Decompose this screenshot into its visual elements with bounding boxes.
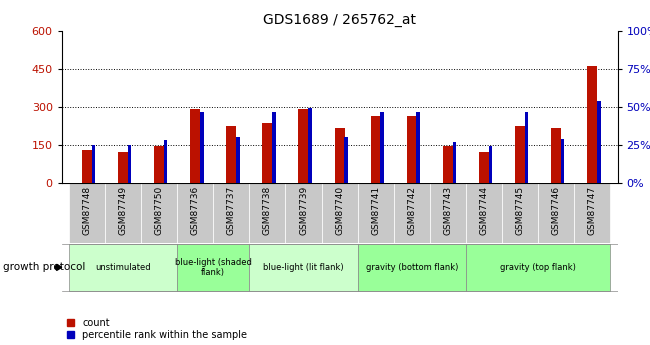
Bar (250, 244, 358, 290)
Text: GSM87741: GSM87741 (371, 186, 380, 235)
Bar (69, 244, 177, 290)
Text: GSM87744: GSM87744 (480, 186, 489, 235)
Bar (380, 111, 384, 183)
Legend: count, percentile rank within the sample: count, percentile rank within the sample (66, 318, 247, 340)
Bar (308, 108, 312, 183)
Bar (358, 244, 466, 290)
Bar (502, 183, 538, 243)
Text: GSM87739: GSM87739 (299, 186, 308, 235)
Bar (515, 126, 525, 183)
Bar (452, 142, 456, 183)
Bar (177, 244, 250, 290)
Text: blue-light (shaded
flank): blue-light (shaded flank) (175, 258, 252, 277)
Bar (200, 111, 203, 183)
Bar (154, 146, 164, 183)
Text: gravity (top flank): gravity (top flank) (500, 263, 576, 272)
Text: GSM87736: GSM87736 (190, 186, 200, 235)
Bar (479, 152, 489, 183)
Bar (597, 101, 601, 183)
Bar (69, 183, 105, 243)
Bar (358, 183, 394, 243)
Text: blue-light (lit flank): blue-light (lit flank) (263, 263, 344, 272)
Bar (335, 128, 344, 183)
Bar (92, 145, 96, 183)
Text: growth protocol: growth protocol (3, 263, 86, 272)
Text: GSM87742: GSM87742 (408, 186, 416, 235)
Bar (128, 145, 131, 183)
Bar (236, 137, 240, 183)
Text: gravity (bottom flank): gravity (bottom flank) (365, 263, 458, 272)
Bar (443, 146, 453, 183)
Bar (466, 183, 502, 243)
Bar (164, 140, 168, 183)
Bar (141, 183, 177, 243)
Bar (118, 152, 128, 183)
Bar (226, 126, 237, 183)
Text: GSM87740: GSM87740 (335, 186, 344, 235)
Bar (344, 137, 348, 183)
Bar (407, 116, 417, 183)
Text: GSM87749: GSM87749 (118, 186, 127, 235)
Bar (322, 183, 358, 243)
Text: GSM87748: GSM87748 (83, 186, 92, 235)
Bar (417, 111, 420, 183)
Text: GSM87746: GSM87746 (552, 186, 561, 235)
Bar (370, 116, 381, 183)
Bar (82, 150, 92, 183)
Bar (177, 183, 213, 243)
Bar (561, 139, 564, 183)
Bar (250, 183, 285, 243)
Text: GSM87745: GSM87745 (515, 186, 525, 235)
Bar (272, 111, 276, 183)
Bar (525, 111, 528, 183)
Text: GSM87750: GSM87750 (155, 186, 164, 235)
Bar (263, 124, 272, 183)
Bar (466, 244, 610, 290)
Bar (190, 109, 200, 183)
Bar (538, 183, 574, 243)
Bar (574, 183, 610, 243)
Text: GSM87738: GSM87738 (263, 186, 272, 235)
Bar (298, 109, 309, 183)
Bar (430, 183, 466, 243)
Bar (213, 183, 250, 243)
Bar (285, 183, 322, 243)
Bar (587, 67, 597, 183)
Bar (551, 128, 561, 183)
Bar (489, 146, 492, 183)
Title: GDS1689 / 265762_at: GDS1689 / 265762_at (263, 13, 416, 27)
Text: unstimulated: unstimulated (96, 263, 151, 272)
Bar (394, 183, 430, 243)
Text: GSM87747: GSM87747 (588, 186, 597, 235)
Text: GSM87743: GSM87743 (443, 186, 452, 235)
Bar (105, 183, 141, 243)
Text: GSM87737: GSM87737 (227, 186, 236, 235)
